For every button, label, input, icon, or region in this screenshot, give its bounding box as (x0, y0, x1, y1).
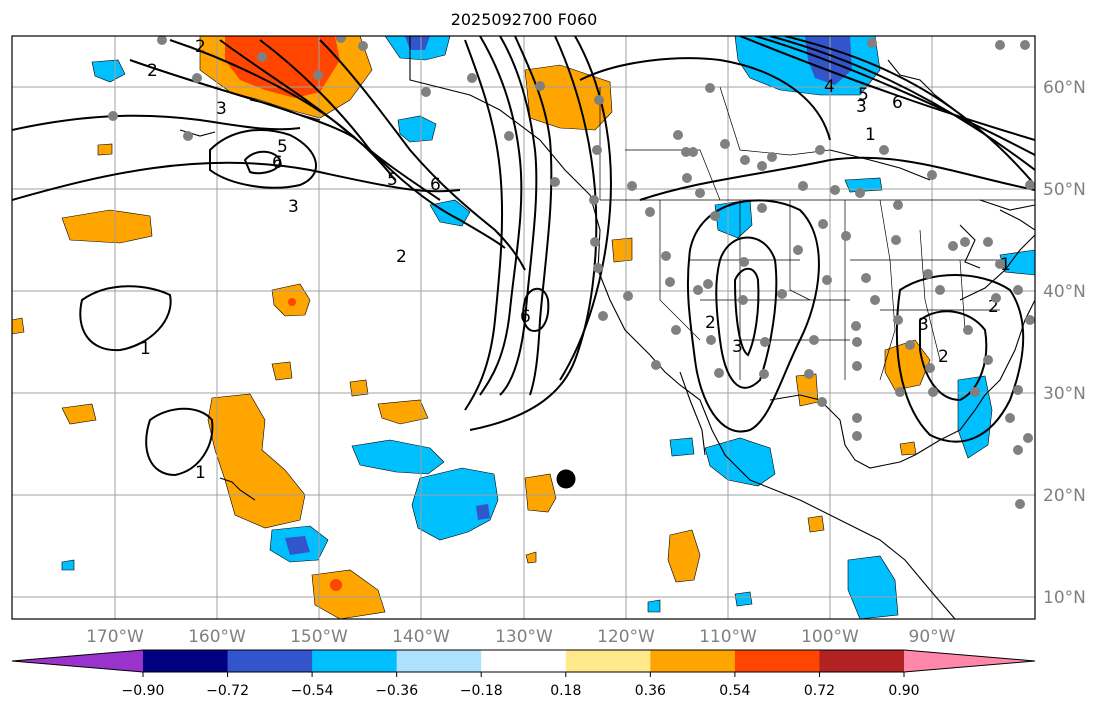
latitude-label: 60°N (1043, 78, 1086, 98)
contour-label: 1 (195, 463, 206, 483)
contour-label: 2 (396, 247, 407, 267)
station-dots (108, 36, 1035, 509)
latitude-label: 10°N (1043, 588, 1086, 608)
contour-label: 1 (865, 125, 876, 145)
longitude-label: 170°W (86, 627, 144, 647)
latitude-label: 50°N (1043, 180, 1086, 200)
map-frame (11, 35, 1036, 620)
colorbar-tick-label: 0.54 (719, 683, 750, 699)
colorbar-swatch (565, 650, 651, 672)
colorbar-swatch (481, 650, 567, 672)
contour-label: 6 (892, 93, 903, 113)
colorbar-swatch (650, 650, 736, 672)
colorbar-tick-label: 0.90 (888, 683, 919, 699)
colorbar-tick-label: 0.72 (804, 683, 835, 699)
contour-label: 5 (277, 137, 288, 157)
latitude-labels: 60°N 50°N 40°N 30°N 20°N 10°N (1043, 78, 1086, 608)
contour-label: 2 (147, 61, 158, 81)
latitude-label: 30°N (1043, 384, 1086, 404)
gridlines (12, 36, 1035, 619)
station-marker (556, 469, 576, 489)
colorbar-swatch (227, 650, 313, 672)
longitude-label: 130°W (495, 627, 553, 647)
contour-label: 6 (430, 175, 441, 195)
contour-label: 3 (732, 337, 743, 357)
colorbar-tick-label: 0.18 (550, 683, 581, 699)
contour-label: 6 (272, 153, 283, 173)
contour-label: 3 (216, 99, 227, 119)
contour-label: 2 (195, 37, 206, 57)
contour-label: 1 (140, 339, 151, 359)
latitude-label: 20°N (1043, 486, 1086, 506)
colorbar-arrow-right (904, 650, 1035, 672)
longitude-label: 100°W (801, 627, 859, 647)
longitude-label: 160°W (188, 627, 246, 647)
colorbar-swatch (734, 650, 820, 672)
contour-label: 6 (520, 307, 531, 327)
longitude-label: 110°W (699, 627, 757, 647)
colorbar-tick-label: −0.18 (460, 683, 503, 699)
contour-label: 5 (387, 170, 398, 190)
colorbar: −0.90 −0.72 −0.54 −0.36 −0.18 0.18 0.36 0.54 0.7… (11, 649, 1036, 699)
colorbar-tick-label: −0.36 (375, 683, 418, 699)
colorbar-swatch (143, 650, 229, 672)
colorbar-tick-label: −0.54 (291, 683, 334, 699)
contour-label: 2 (988, 297, 999, 317)
longitude-label: 90°W (909, 627, 956, 647)
colorbar-tick-label: 0.36 (635, 683, 666, 699)
longitude-labels: 170°W 160°W 150°W 140°W 130°W 120°W 110°… (86, 627, 956, 647)
contour-label: 2 (938, 347, 949, 367)
contour-label: 2 (705, 313, 716, 333)
contour-label: 4 (824, 77, 835, 97)
colorbar-swatch (312, 650, 398, 672)
contour-label: 5 (858, 85, 869, 105)
contour-label: 3 (288, 197, 299, 217)
contour-label: 1 (1000, 255, 1011, 275)
longitude-label: 150°W (290, 627, 348, 647)
colorbar-tick-label: −0.72 (206, 683, 249, 699)
state-borders (599, 86, 1035, 381)
colorbar-swatch (396, 650, 482, 672)
map-title: 2025092700 F060 (450, 10, 598, 29)
colorbar-swatch (819, 650, 905, 672)
longitude-label: 140°W (392, 627, 450, 647)
colorbar-tick-label: −0.90 (122, 683, 165, 699)
contour-label-group: 1 1 2 2 3 5 6 5 6 6 3 2 2 3 2 3 1 4 5 6 … (140, 37, 1011, 483)
latitude-label: 40°N (1043, 282, 1086, 302)
colorbar-arrow-left (12, 650, 143, 672)
longitude-label: 120°W (597, 627, 655, 647)
contour-label: 3 (856, 97, 867, 117)
contour-label: 3 (918, 315, 929, 335)
